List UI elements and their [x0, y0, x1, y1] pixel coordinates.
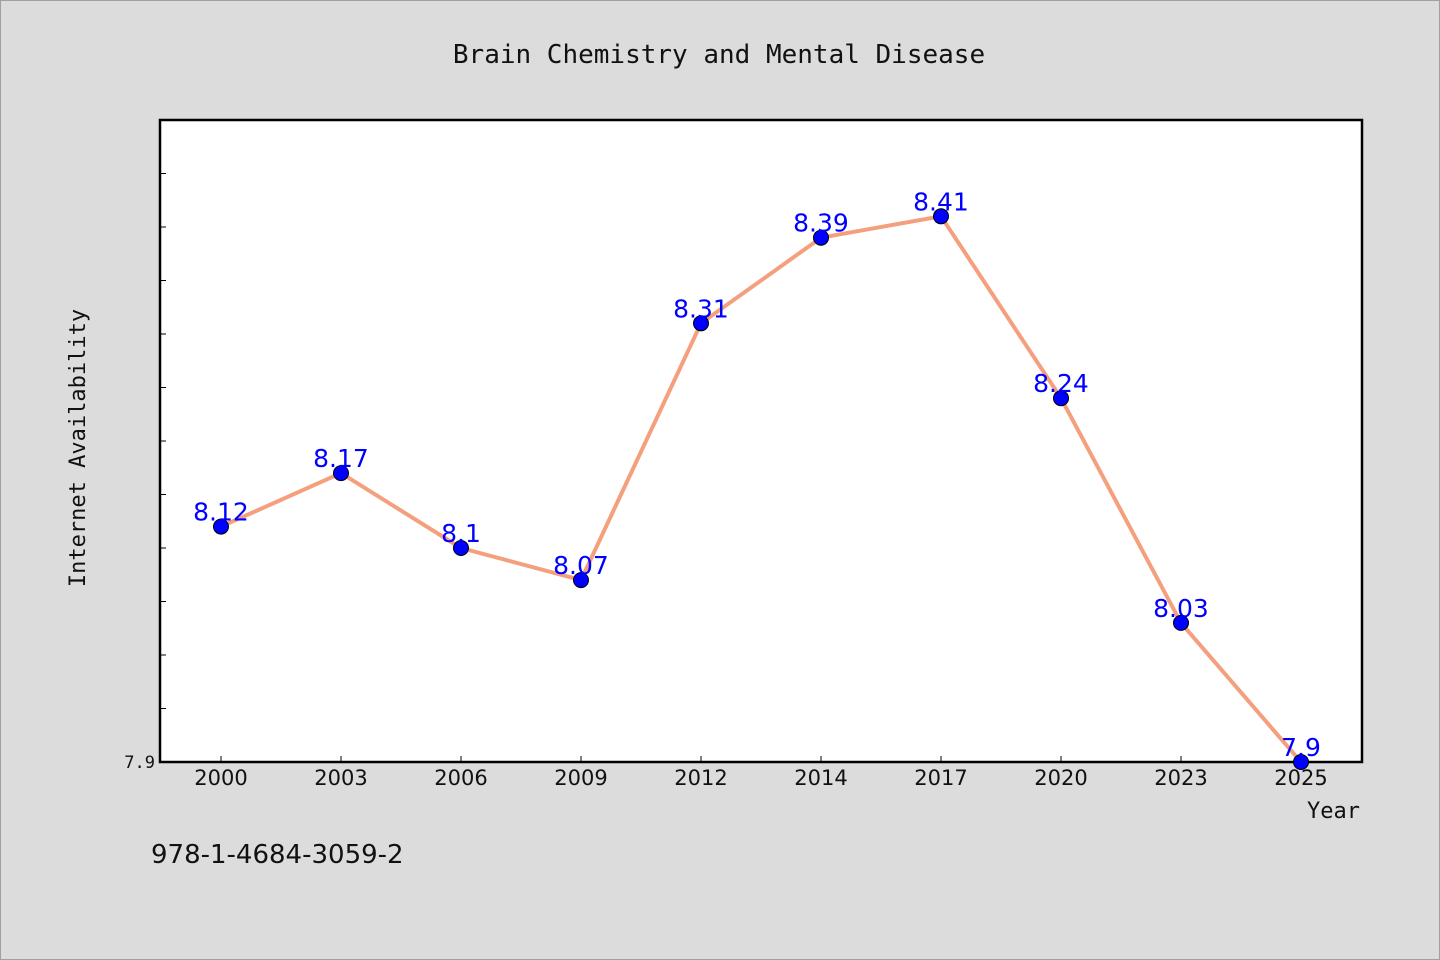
- data-label: 8.17: [313, 444, 369, 473]
- data-label: 8.1: [441, 519, 481, 548]
- x-tick-label: 2000: [194, 766, 247, 790]
- data-label: 7.9: [1281, 733, 1321, 762]
- data-label: 8.41: [913, 187, 969, 216]
- x-tick-label: 2006: [434, 766, 487, 790]
- data-point: [333, 465, 349, 482]
- data-point: [1293, 754, 1309, 770]
- x-tick-label: 2014: [794, 766, 847, 790]
- x-tick-label: 2017: [914, 766, 967, 790]
- data-point: [813, 229, 829, 246]
- x-tick-label: 2003: [314, 766, 367, 790]
- x-tick-label: 2020: [1034, 766, 1087, 790]
- plot-area: [158, 118, 1364, 764]
- data-point: [1173, 614, 1189, 631]
- x-axis-ticks: 2000 2003 2006 2009 2012 2014 2017 2020 2023 2025: [194, 756, 1328, 790]
- y-axis-title: Internet Availability: [66, 309, 91, 587]
- data-label: 8.12: [193, 498, 249, 527]
- data-point: [573, 572, 589, 589]
- data-label: 8.24: [1033, 369, 1089, 398]
- data-point: [693, 315, 709, 332]
- data-point: [213, 518, 229, 535]
- data-label: 8.03: [1153, 594, 1209, 623]
- series-line-group: [220, 214, 1303, 764]
- x-axis-title: Year: [1307, 799, 1360, 824]
- data-label: 8.07: [553, 551, 609, 580]
- data-point: [933, 208, 949, 225]
- data-label: 8.39: [793, 209, 849, 238]
- chart-title: Brain Chemistry and Mental Disease: [453, 40, 985, 70]
- x-tick-label: 2023: [1154, 766, 1207, 790]
- isbn-label: 978-1-4684-3059-2: [151, 840, 404, 870]
- data-point: [453, 540, 469, 556]
- data-label: 8.31: [673, 294, 729, 323]
- data-point: [1053, 390, 1069, 407]
- x-tick-label: 2009: [554, 766, 607, 790]
- markers-group: [213, 208, 1309, 770]
- series-line: [220, 214, 1303, 764]
- x-tick-label: 2012: [674, 766, 727, 790]
- data-labels-group: 8.12 8.17 8.1 8.07 8.31 8.39 8.41 8.24 8.03 7.9: [193, 187, 1321, 762]
- y-tick-label: 7.9: [124, 753, 155, 773]
- y-axis-ticks: 7.9: [124, 119, 166, 773]
